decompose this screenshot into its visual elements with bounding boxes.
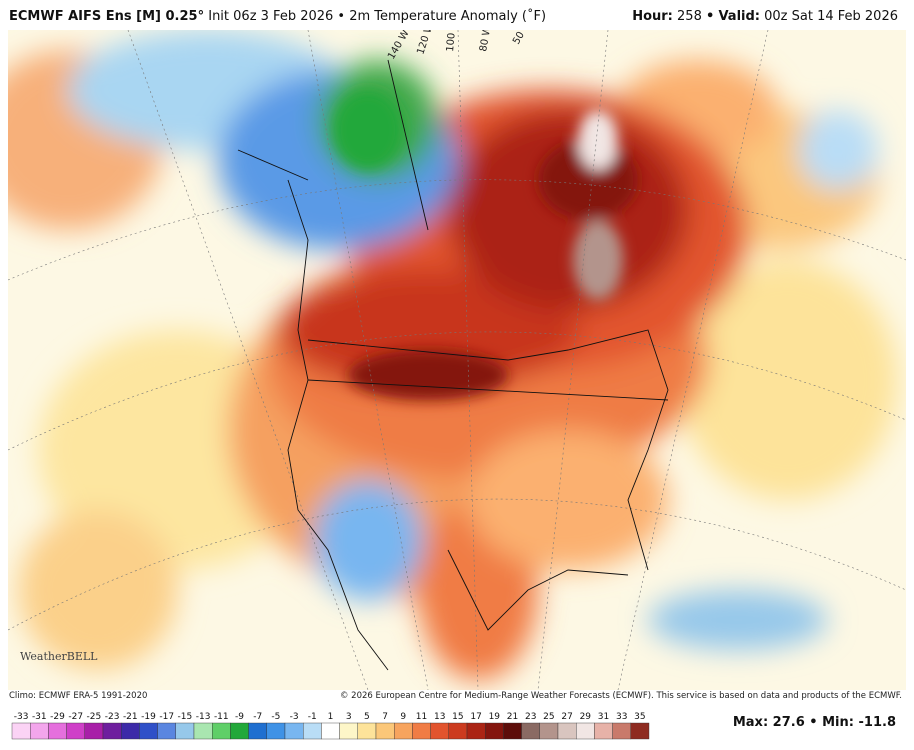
colorbar-swatch <box>66 722 85 740</box>
borders <box>237 59 669 671</box>
colorbar-label: 31 <box>598 712 609 722</box>
max: 27.6 <box>772 715 805 730</box>
hour-label: Hour: <box>632 9 673 24</box>
colorbar-label: -21 <box>123 712 138 722</box>
stats: Max: 27.6 • Min: -11.8 <box>733 715 896 730</box>
colorbar-label: -7 <box>253 712 262 722</box>
colorbar-label: -17 <box>159 712 174 722</box>
credit: © 2026 European Centre for Medium-Range … <box>339 691 902 701</box>
colorbar-swatch <box>503 722 522 740</box>
colorbar-swatch <box>102 722 122 740</box>
hour: 258 <box>677 9 702 24</box>
colorbar-swatch <box>266 722 286 740</box>
valid: 00z Sat 14 Feb 2026 <box>764 9 898 24</box>
colorbar-swatch <box>11 722 31 740</box>
colorbar-label: -25 <box>87 712 102 722</box>
colorbar-label: -1 <box>308 712 317 722</box>
valid-label: Valid: <box>718 9 760 24</box>
colorbar-swatch <box>630 722 650 740</box>
colorbar-label: 25 <box>543 712 554 722</box>
colorbar-swatch <box>230 722 249 740</box>
colorbar-label: 17 <box>470 712 481 722</box>
min: -11.8 <box>858 715 896 730</box>
colorbar-swatch <box>84 722 104 740</box>
colorbar-swatch <box>375 722 395 740</box>
colorbar-swatch <box>485 722 504 740</box>
colorbar-swatch <box>521 722 540 740</box>
graticule-label: 100 W <box>445 30 459 52</box>
colorbar-swatch <box>120 722 140 740</box>
separator: • <box>809 715 818 730</box>
colorbar-label: -11 <box>214 712 229 722</box>
colorbar-label: -31 <box>32 712 47 722</box>
colorbar-swatch <box>284 722 304 740</box>
header-right: Hour: 258 • Valid: 00z Sat 14 Feb 2026 <box>632 9 898 24</box>
colorbar-label: 23 <box>525 712 536 722</box>
colorbar-swatch <box>48 722 67 740</box>
colorbar-swatch <box>357 722 377 740</box>
climo: Climo: ECMWF ERA-5 1991-2020 <box>9 691 148 701</box>
colorbar-label: 21 <box>507 712 518 722</box>
graticule-label: 80 W <box>478 30 493 53</box>
colorbar-swatch <box>557 722 577 740</box>
colorbar-swatch <box>157 722 177 740</box>
colorbar-swatch <box>339 722 359 740</box>
colorbar-swatch <box>303 722 322 740</box>
colorbar-swatch <box>175 722 195 740</box>
subtitle: Init 06z 3 Feb 2026 • 2m Temperature Ano… <box>208 9 547 24</box>
colorbar-swatch <box>394 722 413 740</box>
colorbar-label: 11 <box>416 712 427 722</box>
map: 140 W 120 W 100 W 80 W 50 W WeatherBELL <box>8 30 906 690</box>
logo: WeatherBELL <box>20 650 98 663</box>
colorbar-label: 35 <box>634 712 645 722</box>
colorbar-label: 3 <box>346 712 352 722</box>
colorbar-swatch <box>594 722 613 740</box>
colorbar-swatch <box>211 722 231 740</box>
colorbar-label: 5 <box>364 712 370 722</box>
colorbar-label: 33 <box>616 712 627 722</box>
colorbar-label: -29 <box>50 712 65 722</box>
colorbar-swatch <box>576 722 595 740</box>
colorbar-label: -19 <box>141 712 156 722</box>
colorbar-swatch <box>412 722 431 740</box>
title: ECMWF AIFS Ens [M] 0.25° <box>9 9 205 24</box>
colorbar-label: 1 <box>328 712 334 722</box>
anomaly-field <box>8 30 906 690</box>
colorbar-label: -3 <box>290 712 299 722</box>
colorbar-label: 15 <box>452 712 463 722</box>
graticule <box>8 30 906 690</box>
colorbar-label: -9 <box>235 712 244 722</box>
colorbar-label: 27 <box>561 712 572 722</box>
colorbar-label: -15 <box>178 712 193 722</box>
colorbar-swatch <box>448 722 468 740</box>
colorbar-swatch <box>193 722 213 740</box>
colorbar-label: 13 <box>434 712 445 722</box>
colorbar-label: 9 <box>400 712 406 722</box>
colorbar-swatch <box>139 722 158 740</box>
colorbar-swatch <box>321 722 340 740</box>
colorbar-label: -13 <box>196 712 211 722</box>
colorbar-label: -5 <box>271 712 280 722</box>
colorbar-swatch <box>612 722 631 740</box>
header-left: ECMWF AIFS Ens [M] 0.25° Init 06z 3 Feb … <box>9 9 546 24</box>
colorbar-swatch <box>430 722 450 740</box>
colorbar-swatch <box>248 722 268 740</box>
colorbar-label: -27 <box>68 712 83 722</box>
colorbar-swatch <box>466 722 486 740</box>
colorbar-swatch <box>30 722 49 740</box>
colorbar-label: -23 <box>105 712 120 722</box>
separator: • <box>706 9 715 24</box>
colorbar: -33 -31 -29 -27 -25 -23 -21 -19 -17 -15 -13 -11 -9 -7… <box>11 712 650 740</box>
colorbar-label: 19 <box>489 712 501 722</box>
colorbar-swatch <box>539 722 559 740</box>
max-label: Max: <box>732 715 769 730</box>
min-label: Min: <box>822 715 854 730</box>
colorbar-label: 29 <box>580 712 592 722</box>
colorbar-label: 7 <box>382 712 388 722</box>
colorbar-label: -33 <box>14 712 29 722</box>
